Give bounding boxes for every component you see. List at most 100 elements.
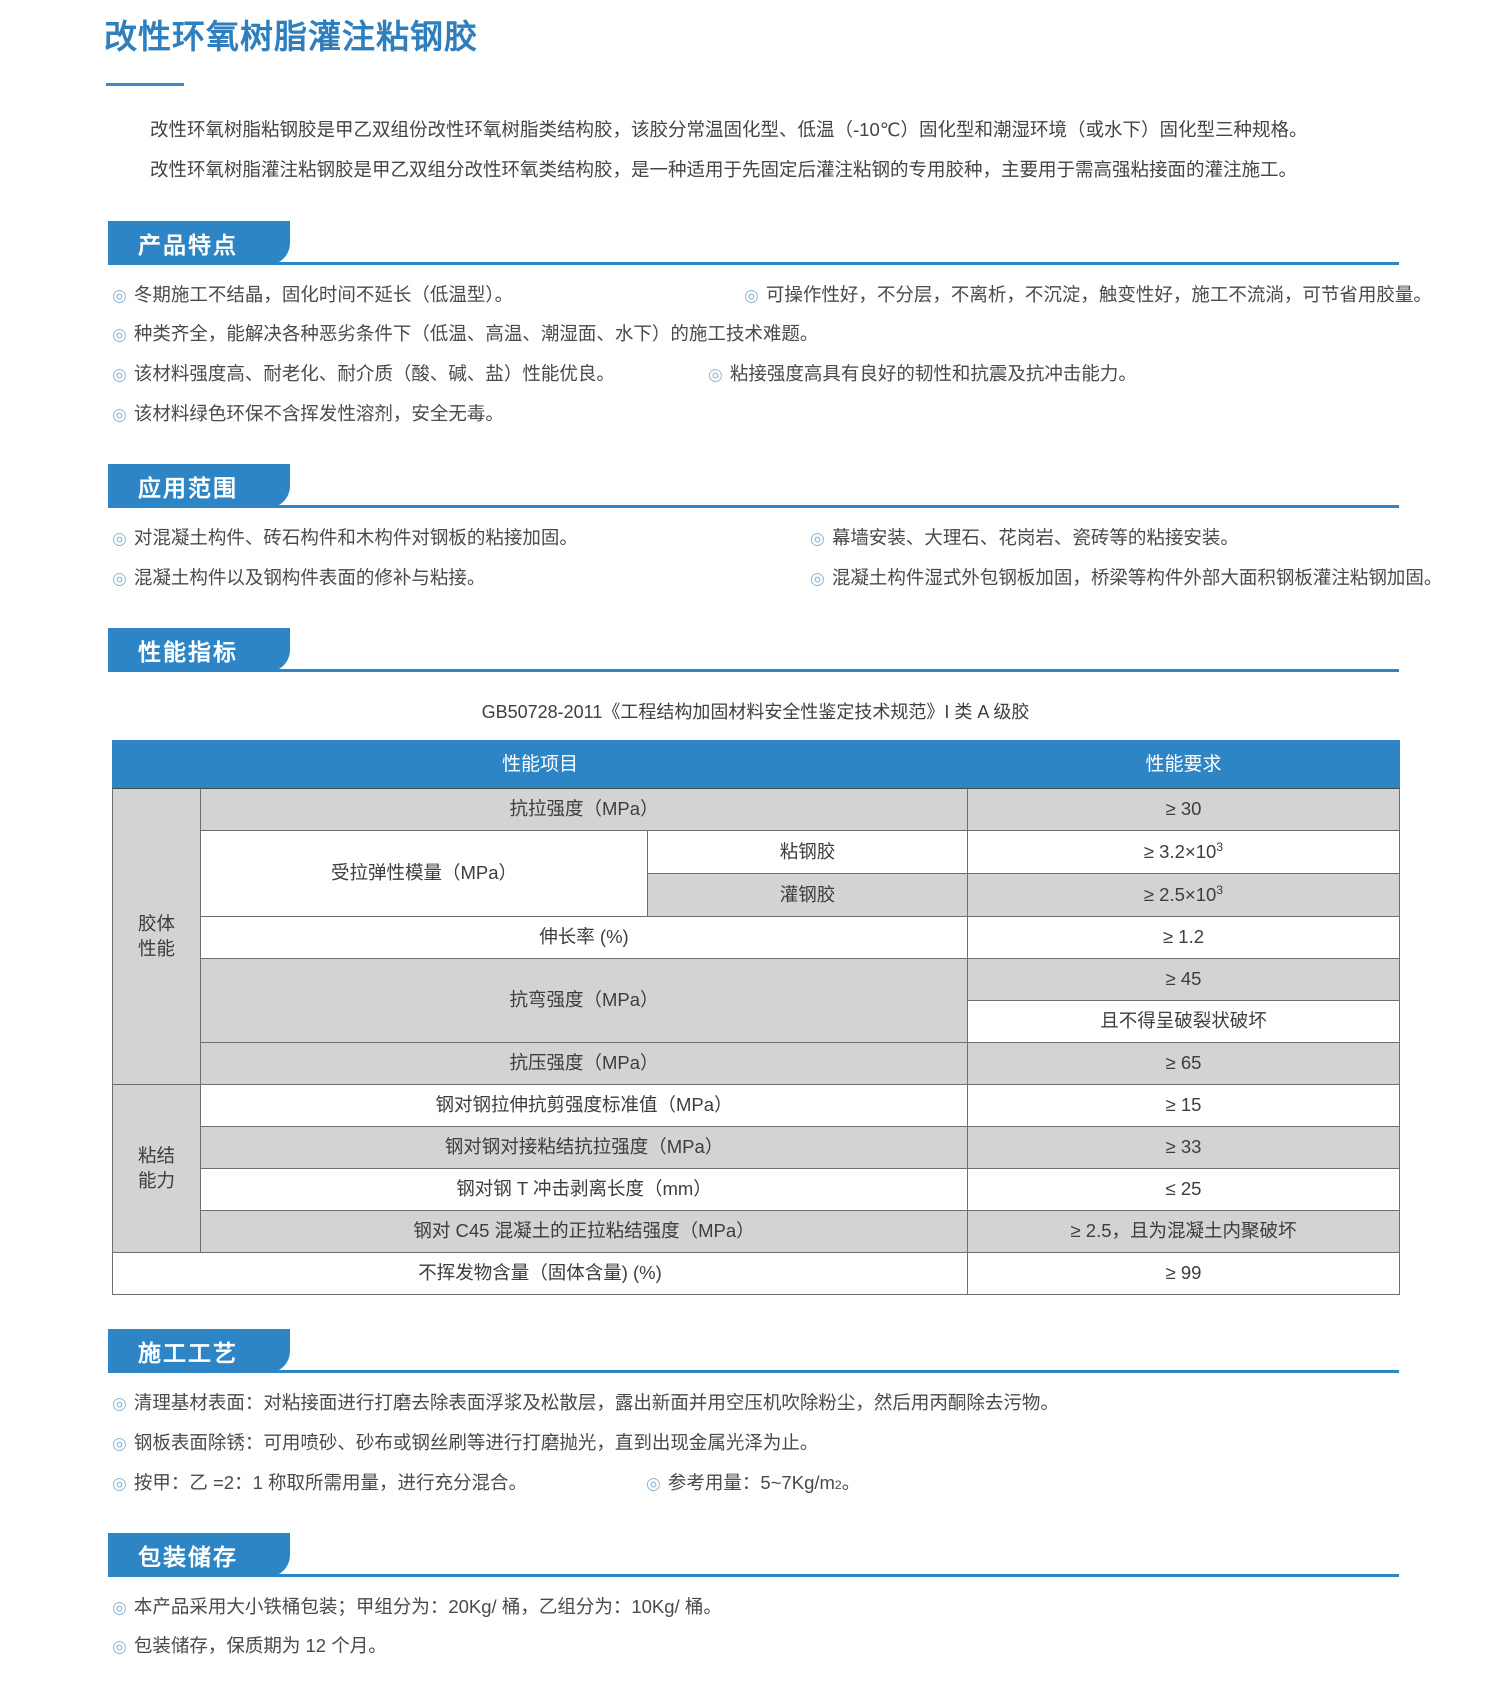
intro-paragraphs: 改性环氧树脂粘钢胶是甲乙双组份改性环氧树脂类结构胶，该胶分常温固化型、低温（-1…	[0, 86, 1503, 187]
list-item: ◎ 冬期施工不结晶，固化时间不延长（低温型）。 ◎ 可操作性好，不分层，不离析，…	[112, 279, 1432, 311]
packaging-text: 本产品采用大小铁桶包装；甲组分为：20Kg/ 桶，乙组分为：10Kg/ 桶。	[133, 1595, 722, 1617]
list-item: ◎ 清理基材表面：对粘接面进行打磨去除表面浮浆及松散层，露出新面并用空压机吹除粉…	[112, 1387, 1399, 1419]
table-row: 胶体 性能 抗拉强度（MPa） ≥ 30	[112, 788, 1400, 1086]
bullet-icon: ◎	[112, 1597, 127, 1617]
process-text: 钢板表面除锈：可用喷砂、砂布或钢丝刷等进行打磨抛光，直到出现金属光泽为止。	[133, 1431, 819, 1453]
table-row: 不挥发物含量（固体含量) (%) ≥ 99	[112, 1252, 1400, 1296]
feature-item: ◎ 冬期施工不结晶，固化时间不延长（低温型）。	[112, 279, 744, 311]
process-item: ◎ 清理基材表面：对粘接面进行打磨去除表面浮浆及松散层，露出新面并用空压机吹除粉…	[112, 1387, 1059, 1419]
list-item: ◎ 包装储存，保质期为 12 个月。	[112, 1630, 1399, 1662]
list-item: ◎ 种类齐全，能解决各种恶劣条件下（低温、高温、潮湿面、水下）的施工技术难题。	[112, 318, 1399, 350]
application-text: 幕墙安装、大理石、花岗岩、瓷砖等的粘接安装。	[831, 526, 1239, 548]
title-underline-rule	[106, 82, 184, 86]
cell-item: 受拉弹性模量（MPa）	[200, 830, 648, 918]
cell-item: 钢对 C45 混凝土的正拉粘结强度（MPa）	[200, 1210, 968, 1254]
list-item: ◎ 对混凝土构件、砖石构件和木构件对钢板的粘接加固。 ◎ 幕墙安装、大理石、花岗…	[112, 522, 1399, 554]
category-bond-ability: 粘结 能力	[112, 1084, 201, 1254]
bullet-icon: ◎	[112, 365, 127, 385]
cell-item: 抗弯强度（MPa）	[200, 958, 968, 1044]
bullet-icon: ◎	[112, 568, 127, 588]
feature-item: ◎ 种类齐全，能解决各种恶劣条件下（低温、高温、潮湿面、水下）的施工技术难题。	[112, 318, 818, 350]
section-header-features: 产品特点	[108, 220, 1399, 265]
dosage-tail: 。	[841, 1471, 861, 1493]
bullet-icon: ◎	[112, 1394, 127, 1414]
page-title: 改性环氧树脂灌注粘钢胶	[104, 18, 478, 55]
section-process: 施工工艺 ◎ 清理基材表面：对粘接面进行打磨去除表面浮浆及松散层，露出新面并用空…	[0, 1329, 1503, 1498]
performance-table-wrap: 性能项目 性能要求 胶体 性能 抗拉强度（MPa） ≥ 30	[0, 739, 1503, 1296]
application-text: 混凝土构件以及钢构件表面的修补与粘接。	[133, 566, 486, 588]
table-row: 伸长率 (%) ≥ 1.2	[112, 916, 1400, 960]
packaging-list: ◎ 本产品采用大小铁桶包装；甲组分为：20Kg/ 桶，乙组分为：10Kg/ 桶。…	[0, 1577, 1503, 1663]
cell-value: ≥ 65	[967, 1042, 1400, 1086]
section-packaging: 包装储存 ◎ 本产品采用大小铁桶包装；甲组分为：20Kg/ 桶，乙组分为：10K…	[0, 1532, 1503, 1663]
cell-subitem: 粘钢胶	[647, 830, 968, 875]
cell-item: 抗压强度（MPa）	[200, 1042, 968, 1086]
bullet-icon: ◎	[810, 568, 825, 588]
category-glue-body: 胶体 性能	[112, 788, 201, 1086]
table-row: 钢对钢对接粘结抗拉强度（MPa） ≥ 33	[112, 1126, 1400, 1170]
process-text: 清理基材表面：对粘接面进行打磨去除表面浮浆及松散层，露出新面并用空压机吹除粉尘，…	[133, 1392, 1059, 1414]
feature-text: 种类齐全，能解决各种恶劣条件下（低温、高温、潮湿面、水下）的施工技术难题。	[133, 323, 819, 345]
packaging-text: 包装储存，保质期为 12 个月。	[133, 1635, 387, 1657]
process-list: ◎ 清理基材表面：对粘接面进行打磨去除表面浮浆及松散层，露出新面并用空压机吹除粉…	[0, 1373, 1503, 1498]
section-rule	[108, 668, 1399, 672]
cell-value: ≥ 1.2	[967, 916, 1400, 960]
section-rule	[108, 1573, 1399, 1577]
cell-value-text: ≥ 3.2×10	[1143, 841, 1217, 863]
section-header-application: 应用范围	[108, 463, 1399, 508]
category-line-2: 能力	[137, 1169, 175, 1191]
cell-value: ≥ 99	[967, 1252, 1400, 1296]
bullet-icon: ◎	[112, 285, 127, 305]
intro-line-1: 改性环氧树脂粘钢胶是甲乙双组份改性环氧树脂类结构胶，该胶分常温固化型、低温（-1…	[150, 118, 1308, 140]
packaging-item: ◎ 本产品采用大小铁桶包装；甲组分为：20Kg/ 桶，乙组分为：10Kg/ 桶。	[112, 1591, 722, 1623]
list-item: ◎ 本产品采用大小铁桶包装；甲组分为：20Kg/ 桶，乙组分为：10Kg/ 桶。	[112, 1591, 1399, 1623]
section-header-packaging: 包装储存	[108, 1532, 1399, 1577]
category-line-1: 胶体	[137, 912, 175, 934]
bullet-icon: ◎	[810, 528, 825, 548]
bullet-icon: ◎	[646, 1473, 661, 1493]
standard-caption: GB50728-2011《工程结构加固材料安全性鉴定技术规范》I 类 A 级胶	[481, 701, 1030, 722]
section-tab-label: 产品特点	[108, 220, 290, 265]
section-tab-label: 包装储存	[108, 1532, 290, 1577]
table-row: 粘结 能力 钢对钢拉伸抗剪强度标准值（MPa） ≥ 15	[112, 1084, 1400, 1254]
table-row: 受拉弹性模量（MPa） 粘钢胶 ≥ 3.2×103	[112, 830, 1400, 918]
cell-item: 钢对钢拉伸抗剪强度标准值（MPa）	[200, 1084, 968, 1128]
bullet-icon: ◎	[112, 1433, 127, 1453]
cell-value: ≥ 2.5，且为混凝土内聚破坏	[967, 1210, 1400, 1254]
feature-text: 该材料强度高、耐老化、耐介质（酸、碱、盐）性能优良。	[133, 363, 615, 385]
cell-item: 不挥发物含量（固体含量) (%)	[112, 1252, 968, 1296]
title-block: 改性环氧树脂灌注粘钢胶	[0, 0, 1503, 86]
dosage-exponent: 2	[834, 1477, 842, 1492]
table-row: 抗压强度（MPa） ≥ 65	[112, 1042, 1400, 1086]
cell-value: ≤ 25	[967, 1168, 1400, 1212]
section-tab-label: 性能指标	[108, 627, 290, 672]
table-header-row: 性能项目 性能要求	[112, 739, 1400, 790]
cell-value-exponent: 3	[1216, 840, 1224, 855]
list-item: ◎ 混凝土构件以及钢构件表面的修补与粘接。 ◎ 混凝土构件湿式外包钢板加固，桥梁…	[112, 562, 1442, 594]
feature-item: ◎ 该材料绿色环保不含挥发性溶剂，安全无毒。	[112, 398, 504, 430]
application-item: ◎ 混凝土构件湿式外包钢板加固，桥梁等构件外部大面积钢板灌注粘钢加固。	[810, 562, 1442, 594]
section-header-process: 施工工艺	[108, 1329, 1399, 1374]
dosage-text: 参考用量：5~7Kg/m	[667, 1471, 835, 1493]
cell-value: ≥ 2.5×103	[967, 873, 1400, 918]
features-list: ◎ 冬期施工不结晶，固化时间不延长（低温型）。 ◎ 可操作性好，不分层，不离析，…	[0, 265, 1503, 430]
process-item: ◎ 按甲：乙 =2：1 称取所需用量，进行充分混合。	[112, 1467, 646, 1499]
application-text: 对混凝土构件、砖石构件和木构件对钢板的粘接加固。	[133, 526, 578, 548]
cell-item: 伸长率 (%)	[200, 916, 968, 960]
application-item: ◎ 混凝土构件以及钢构件表面的修补与粘接。	[112, 562, 810, 594]
intro-line-2: 改性环氧树脂灌注粘钢胶是甲乙双组分改性环氧类结构胶，是一种适用于先固定后灌注粘钢…	[150, 159, 1298, 181]
packaging-item: ◎ 包装储存，保质期为 12 个月。	[112, 1630, 387, 1662]
bullet-icon: ◎	[112, 528, 127, 548]
table-header-requirement: 性能要求	[967, 739, 1400, 790]
cell-item: 抗拉强度（MPa）	[200, 788, 968, 832]
category-line-2: 性能	[137, 937, 175, 959]
list-item: ◎ 钢板表面除锈：可用喷砂、砂布或钢丝刷等进行打磨抛光，直到出现金属光泽为止。	[112, 1427, 1399, 1459]
section-rule	[108, 504, 1399, 508]
application-list: ◎ 对混凝土构件、砖石构件和木构件对钢板的粘接加固。 ◎ 幕墙安装、大理石、花岗…	[0, 508, 1503, 594]
list-item: ◎ 该材料强度高、耐老化、耐介质（酸、碱、盐）性能优良。 ◎ 粘接强度高具有良好…	[112, 358, 1399, 390]
cell-value: ≥ 45	[967, 958, 1400, 1002]
feature-item: ◎ 该材料强度高、耐老化、耐介质（酸、碱、盐）性能优良。	[112, 358, 708, 390]
section-application: 应用范围 ◎ 对混凝土构件、砖石构件和木构件对钢板的粘接加固。 ◎ 幕墙安装、大…	[0, 463, 1503, 594]
list-item: ◎ 该材料绿色环保不含挥发性溶剂，安全无毒。	[112, 398, 1399, 430]
cell-value: ≥ 3.2×103	[967, 830, 1400, 875]
